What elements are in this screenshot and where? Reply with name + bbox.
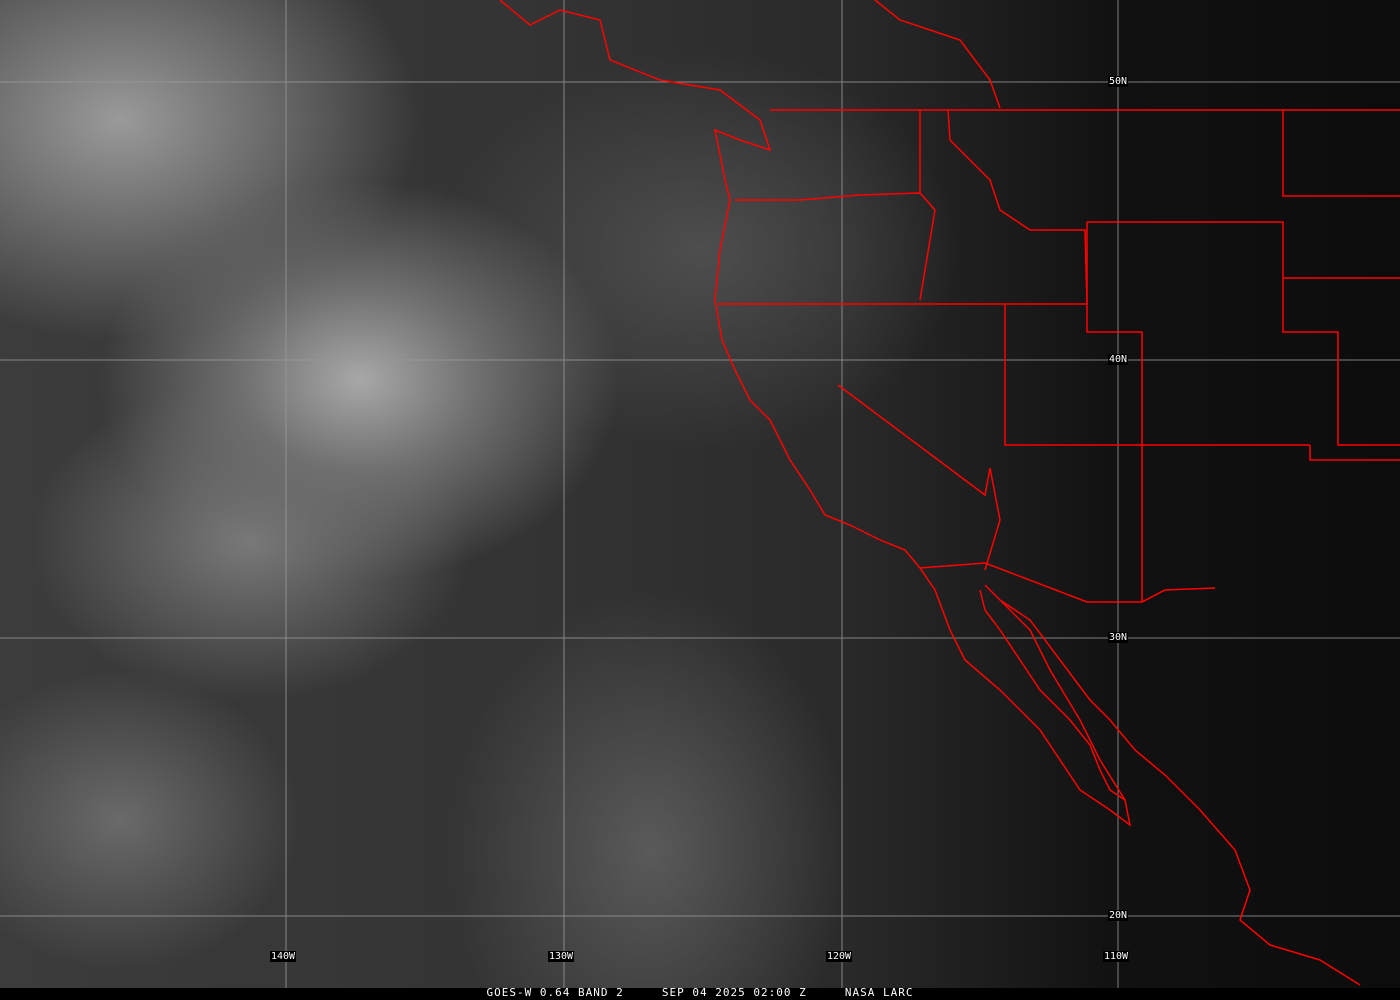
lon-label-110w: 110W: [1103, 951, 1130, 962]
image-caption: GOES-W 0.64 BAND 2 SEP 04 2025 02:00 Z N…: [0, 986, 1400, 999]
nv-ut-border: [1086, 222, 1143, 445]
lon-label-140w: 140W: [270, 951, 297, 962]
lat-label-30n: 30N: [1108, 632, 1129, 643]
caption-source: NASA LARC: [844, 986, 914, 999]
mt-border: [1282, 110, 1400, 197]
id-mt-border: [947, 109, 1088, 305]
canada-coast: [874, 0, 1001, 109]
caption-datetime: SEP 04 2025 02:00 Z: [661, 986, 807, 999]
az-nm-border: [1309, 445, 1400, 461]
caption-product: GOES-W 0.64 BAND 2: [486, 986, 624, 999]
or-wa-border: [735, 192, 936, 301]
ca-nv-border: [837, 384, 1001, 571]
lat-label-40n: 40N: [1108, 354, 1129, 365]
us-mexico-border: [919, 562, 1216, 603]
caption-bar: [0, 988, 1400, 1000]
lon-label-130w: 130W: [548, 951, 575, 962]
lat-label-50n: 50N: [1108, 76, 1129, 87]
baja-coast: [979, 589, 1126, 801]
wy-co-border: [1087, 221, 1400, 446]
west-coastline: [499, 0, 1361, 986]
political-borders: [499, 0, 1400, 986]
lon-label-120w: 120W: [826, 951, 853, 962]
nv-border: [1004, 304, 1310, 446]
lat-label-20n: 20N: [1108, 910, 1129, 921]
